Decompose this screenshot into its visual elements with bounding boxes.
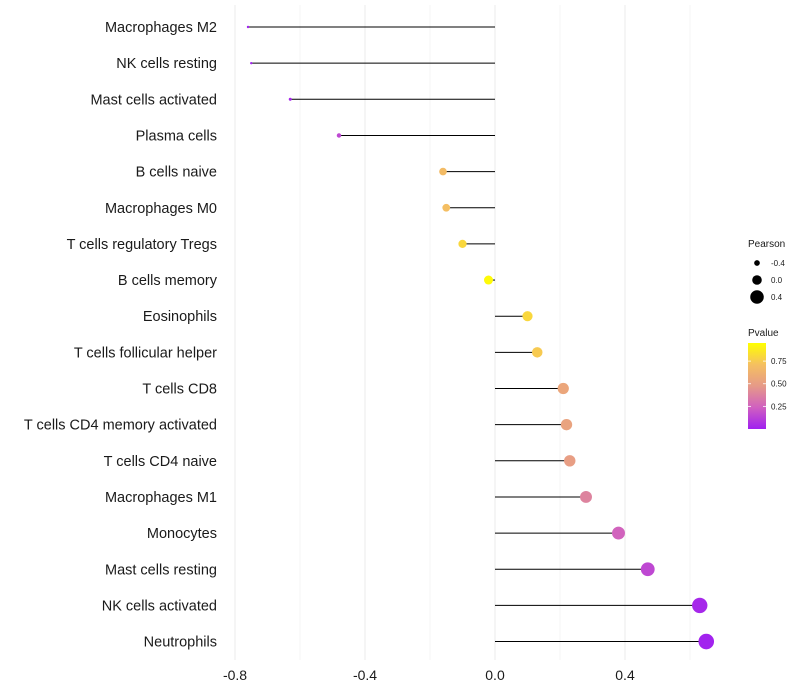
category-label: NK cells resting <box>116 56 217 72</box>
size-legend-key <box>752 275 762 285</box>
color-legend-label: 0.25 <box>771 402 787 411</box>
data-point <box>580 490 592 503</box>
grid-lines <box>234 5 691 660</box>
data-point <box>458 239 467 249</box>
data-point <box>246 25 250 29</box>
category-label: T cells CD4 memory activated <box>24 418 217 434</box>
color-legend-label: 0.50 <box>771 380 787 389</box>
x-tick-label: 0.4 <box>615 667 635 683</box>
data-point <box>557 382 569 395</box>
lollipop-points <box>246 25 715 650</box>
data-point <box>442 203 451 212</box>
data-point <box>336 133 342 138</box>
category-label: T cells regulatory Tregs <box>67 237 217 253</box>
category-label: Eosinophils <box>143 309 217 325</box>
category-label: Macrophages M2 <box>105 20 217 36</box>
category-label: Macrophages M0 <box>105 201 217 217</box>
category-label: T cells CD4 naive <box>104 454 217 470</box>
data-point <box>612 526 625 540</box>
category-labels: Macrophages M2 NK cells resting Mast cells… <box>24 20 218 651</box>
category-label: Mast cells activated <box>90 92 217 108</box>
size-legend-key <box>754 260 760 266</box>
pearson-size-legend: Pearson -0.4 0.0 0.4 <box>748 239 785 304</box>
data-point <box>560 418 573 431</box>
data-point <box>692 597 708 614</box>
x-tick-label: 0.0 <box>485 667 505 683</box>
data-point <box>483 275 494 285</box>
category-label: Plasma cells <box>136 128 217 144</box>
pvalue-color-legend: Pvalue 0.75 0.50 0.25 <box>748 328 787 429</box>
data-point <box>439 167 447 176</box>
data-point <box>250 61 253 65</box>
size-legend-label: 0.0 <box>771 276 783 285</box>
x-tick-label: -0.8 <box>223 667 247 683</box>
lollipop-stems <box>248 26 707 643</box>
category-label: T cells CD8 <box>142 382 217 398</box>
category-label: Monocytes <box>147 526 217 542</box>
size-legend-label: -0.4 <box>771 259 785 268</box>
data-point <box>640 562 655 577</box>
data-point <box>532 347 543 358</box>
data-point <box>564 455 576 467</box>
size-legend-label: 0.4 <box>771 293 783 302</box>
x-tick-label: -0.4 <box>353 667 377 683</box>
data-point <box>522 311 533 322</box>
category-label: B cells naive <box>136 165 217 181</box>
category-label: B cells memory <box>118 273 218 289</box>
color-legend-bar <box>748 343 766 429</box>
data-point <box>288 97 292 101</box>
color-legend-label: 0.75 <box>771 357 787 366</box>
category-label: Macrophages M1 <box>105 490 217 506</box>
size-legend-key <box>750 290 764 304</box>
color-legend-title: Pvalue <box>748 328 779 339</box>
category-label: NK cells activated <box>102 598 217 614</box>
size-legend-title: Pearson <box>748 239 785 250</box>
category-label: Neutrophils <box>144 635 217 651</box>
category-label: Mast cells resting <box>105 562 217 578</box>
data-point <box>698 633 715 650</box>
category-label: T cells follicular helper <box>74 345 217 361</box>
x-axis-ticks: -0.8 -0.4 0.0 0.4 <box>223 667 635 683</box>
